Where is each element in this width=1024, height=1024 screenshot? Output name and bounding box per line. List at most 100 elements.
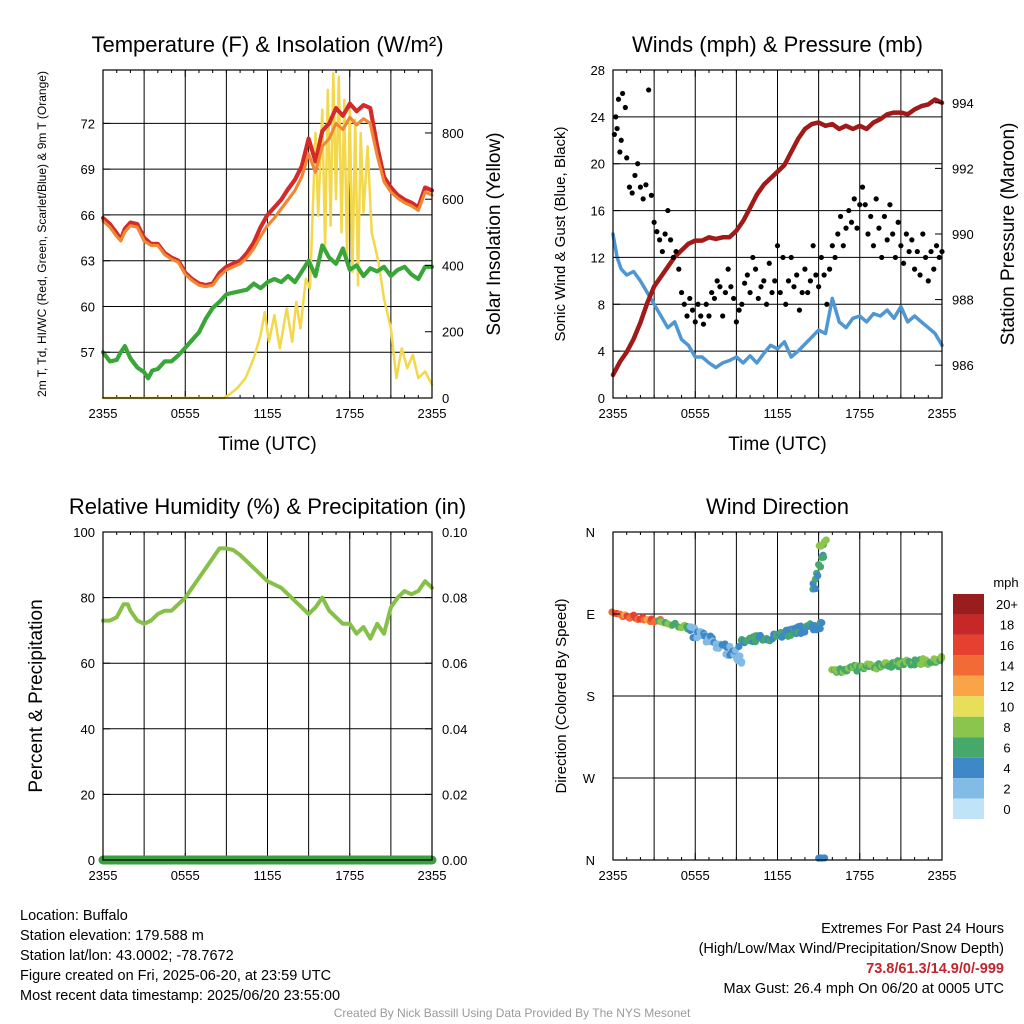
x-tick-label: 1755 bbox=[845, 868, 874, 883]
y-tick-label: E bbox=[586, 607, 595, 622]
colorbar-swatch bbox=[953, 737, 984, 758]
gust-point bbox=[843, 225, 849, 231]
y2-tick-label: 0.02 bbox=[442, 787, 467, 802]
gust-point bbox=[829, 243, 835, 249]
gust-point bbox=[714, 278, 720, 284]
y-tick-label: 63 bbox=[81, 254, 95, 269]
y-tick-label: 12 bbox=[591, 250, 605, 265]
chart-title: Relative Humidity (%) & Precipitation (i… bbox=[69, 494, 466, 519]
gust-point bbox=[648, 192, 654, 198]
gust-point bbox=[826, 266, 833, 272]
gust-point bbox=[736, 307, 742, 313]
x-tick-label: 2355 bbox=[418, 406, 447, 421]
gust-point bbox=[684, 313, 690, 319]
gust-point bbox=[747, 289, 753, 296]
y-tick-label: N bbox=[586, 525, 595, 540]
max-gust-text: Max Gust: 26.4 mph On 06/20 at 0005 UTC bbox=[723, 981, 1004, 997]
y-axis-label: Percent & Precipitation bbox=[26, 599, 47, 792]
x-tick-label: 1755 bbox=[335, 406, 364, 421]
gust-point bbox=[695, 301, 701, 307]
extremes-title: Extremes For Past 24 Hours bbox=[821, 921, 1004, 937]
chart-title: Wind Direction bbox=[706, 494, 849, 519]
colorbar-level-label: 4 bbox=[1003, 761, 1010, 776]
gust-point bbox=[731, 295, 737, 302]
colorbar-level-label: 10 bbox=[1000, 700, 1014, 715]
y-tick-label: 60 bbox=[81, 299, 95, 314]
gust-point bbox=[810, 243, 816, 249]
y2-tick-label: 0 bbox=[442, 391, 449, 406]
direction-point bbox=[736, 652, 744, 660]
colorbar-swatch bbox=[953, 614, 984, 635]
gust-point bbox=[761, 278, 767, 284]
colorbar-level-label: 8 bbox=[1003, 720, 1010, 735]
gust-point bbox=[922, 254, 929, 261]
y-tick-label: 24 bbox=[591, 110, 605, 125]
y-tick-label: 0 bbox=[88, 853, 95, 868]
gust-point bbox=[670, 254, 676, 261]
gust-point bbox=[687, 295, 693, 302]
colorbar-level-label: 20+ bbox=[996, 597, 1018, 612]
pressure-series-line bbox=[610, 97, 945, 378]
gust-point bbox=[805, 289, 811, 296]
y-tick-label: 16 bbox=[591, 204, 605, 219]
direction-point bbox=[819, 553, 828, 561]
gust-point bbox=[816, 284, 822, 290]
gust-point bbox=[906, 248, 912, 255]
chart-title: Winds (mph) & Pressure (mb) bbox=[632, 32, 923, 57]
y-tick-label: 4 bbox=[598, 344, 605, 359]
gust-point bbox=[802, 266, 808, 272]
x-tick-label: 0555 bbox=[681, 406, 710, 421]
latlon-text: Station lat/lon: 43.0002; -78.7672 bbox=[20, 948, 234, 964]
gust-point bbox=[873, 196, 879, 202]
gust-point bbox=[744, 272, 750, 278]
y2-tick-label: 400 bbox=[442, 258, 464, 273]
y-tick-label: 40 bbox=[81, 722, 95, 737]
direction-point bbox=[816, 563, 825, 571]
panel-winds: 2355 0555 1155 1755 235504812162024289869889… bbox=[552, 32, 1019, 455]
gust-point bbox=[928, 248, 934, 255]
extremes-subtitle: (High/Low/Max Wind/Precipitation/Snow De… bbox=[698, 941, 1004, 957]
gust-point bbox=[717, 284, 723, 290]
gust-point bbox=[818, 254, 824, 261]
gust-point bbox=[832, 254, 838, 261]
extremes-panel: Extremes For Past 24 Hours (High/Low/Max… bbox=[699, 919, 1004, 999]
colorbar-swatch bbox=[953, 778, 984, 799]
colorbar-swatch bbox=[953, 675, 984, 697]
direction-point bbox=[818, 619, 826, 627]
gust-point bbox=[785, 278, 792, 284]
gust-point bbox=[854, 225, 860, 231]
colorbar-level-label: 6 bbox=[1003, 740, 1010, 755]
gust-point bbox=[876, 225, 882, 231]
gust-point bbox=[774, 243, 781, 249]
gust-point bbox=[709, 289, 715, 296]
y2-tick-label: 990 bbox=[952, 227, 974, 242]
gust-point bbox=[635, 161, 641, 167]
gust-point bbox=[892, 254, 898, 261]
gust-point bbox=[689, 307, 696, 313]
x-tick-label: 2355 bbox=[599, 868, 628, 883]
y-tick-label: 72 bbox=[81, 116, 95, 131]
gust-point bbox=[758, 284, 764, 290]
recent-data-text: Most recent data timestamp: 2025/06/20 2… bbox=[20, 988, 341, 1004]
gust-point bbox=[879, 254, 885, 261]
gust-point bbox=[619, 90, 626, 97]
gust-point bbox=[700, 321, 707, 327]
gust-point bbox=[739, 301, 745, 307]
colorbar-level-label: 12 bbox=[1000, 679, 1014, 694]
gust-point bbox=[725, 266, 731, 272]
gust-point bbox=[909, 237, 915, 243]
gust-point bbox=[857, 202, 863, 208]
gust-point bbox=[884, 237, 890, 243]
y2-tick-label: 0.08 bbox=[442, 591, 467, 606]
direction-point bbox=[801, 628, 809, 636]
gust-point bbox=[887, 202, 893, 208]
colorbar-level-label: 16 bbox=[1000, 638, 1014, 653]
gust-point bbox=[622, 104, 628, 111]
direction-point bbox=[735, 642, 743, 651]
gust-point bbox=[763, 301, 770, 307]
wind-series-line bbox=[611, 232, 944, 370]
gust-point bbox=[662, 231, 668, 237]
y-tick-label: 100 bbox=[73, 525, 95, 540]
colorbar-swatch bbox=[953, 634, 984, 656]
extremes-values: 73.8/61.3/14.9/0/-999 bbox=[866, 961, 1004, 977]
